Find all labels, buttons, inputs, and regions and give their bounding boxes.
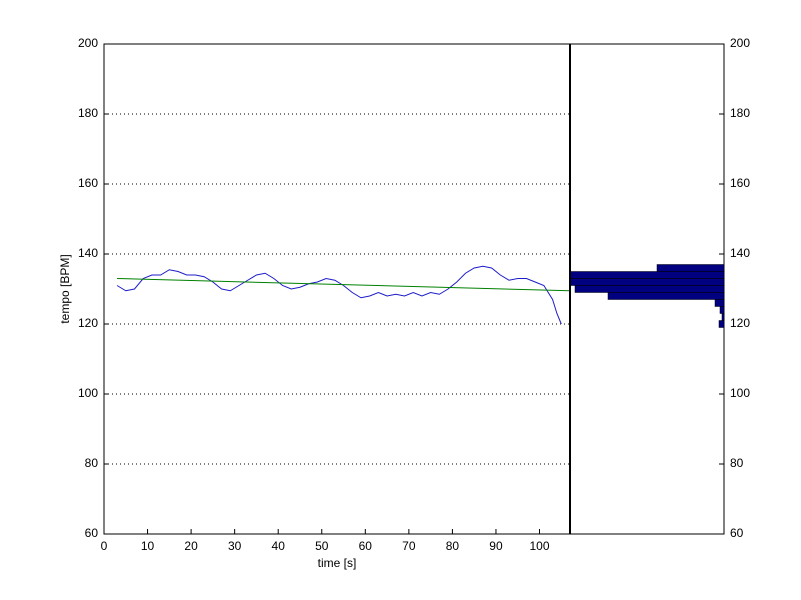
y-tick-label: 80 (730, 456, 744, 470)
histogram-bar (719, 306, 725, 314)
x-tick-label: 70 (402, 539, 416, 553)
x-axis-label: time [s] (318, 556, 357, 570)
y-tick-label: 120 (78, 316, 98, 330)
histogram-bar (569, 278, 725, 286)
y-tick-label: 80 (85, 456, 99, 470)
histogram-bar (656, 264, 725, 272)
x-tick-label: 40 (272, 539, 286, 553)
y-tick-label: 140 (78, 246, 98, 260)
y-tick-label: 100 (730, 386, 750, 400)
y-tick-label: 180 (78, 106, 98, 120)
histogram-bar (718, 320, 725, 328)
x-tick-label: 60 (359, 539, 373, 553)
histogram-bar (574, 285, 725, 293)
histogram-bar (714, 299, 725, 307)
x-tick-label: 80 (446, 539, 460, 553)
x-tick-label: 10 (141, 539, 155, 553)
histogram-bar (721, 313, 725, 321)
x-tick-label: 50 (315, 539, 329, 553)
y-tick-label: 140 (730, 246, 750, 260)
x-tick-label: 100 (529, 539, 549, 553)
y-tick-label: 120 (730, 316, 750, 330)
y-tick-label: 160 (730, 176, 750, 190)
tempo-line (117, 278, 571, 292)
y-tick-label: 200 (730, 36, 750, 50)
y-tick-label: 200 (78, 36, 98, 50)
y-axis-label: tempo [BPM] (58, 254, 72, 323)
y-tick-label: 60 (85, 526, 99, 540)
tempo-line (116, 265, 562, 325)
y-tick-label: 160 (78, 176, 98, 190)
x-tick-label: 90 (489, 539, 503, 553)
histogram-bar (607, 292, 725, 300)
y-tick-label: 60 (730, 526, 744, 540)
y-tick-label: 180 (730, 106, 750, 120)
x-tick-label: 20 (184, 539, 198, 553)
x-tick-label: 30 (228, 539, 242, 553)
x-tick-label: 0 (101, 539, 108, 553)
histogram-bar (569, 271, 725, 279)
y-tick-label: 100 (78, 386, 98, 400)
